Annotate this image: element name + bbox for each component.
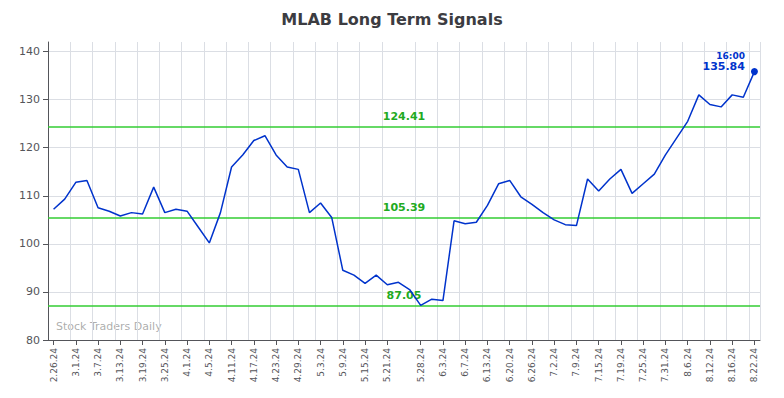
svg-text:16:00: 16:00 xyxy=(716,51,745,62)
svg-text:8.6.24: 8.6.24 xyxy=(683,348,693,377)
svg-text:3.25.24: 3.25.24 xyxy=(160,348,170,383)
svg-text:MLAB Long Term Signals: MLAB Long Term Signals xyxy=(281,10,502,29)
svg-text:7.15.24: 7.15.24 xyxy=(594,348,604,383)
svg-text:5.28.24: 5.28.24 xyxy=(416,348,426,383)
svg-text:3.19.24: 3.19.24 xyxy=(138,348,148,383)
svg-text:7.19.24: 7.19.24 xyxy=(616,348,626,383)
svg-text:4.11.24: 4.11.24 xyxy=(227,348,237,383)
svg-text:3.7.24: 3.7.24 xyxy=(93,348,103,377)
svg-text:5.21.24: 5.21.24 xyxy=(382,348,392,383)
svg-text:7.25.24: 7.25.24 xyxy=(638,348,648,383)
svg-text:7.31.24: 7.31.24 xyxy=(660,348,670,383)
svg-text:80: 80 xyxy=(26,334,40,347)
svg-text:110: 110 xyxy=(19,189,40,202)
svg-text:7.9.24: 7.9.24 xyxy=(571,348,581,377)
svg-text:5.3.24: 5.3.24 xyxy=(316,348,326,377)
svg-text:4.5.24: 4.5.24 xyxy=(204,348,214,377)
svg-text:135.84: 135.84 xyxy=(702,60,745,73)
svg-text:4.1.24: 4.1.24 xyxy=(182,348,192,377)
svg-text:87.05: 87.05 xyxy=(386,289,422,303)
svg-text:105.39: 105.39 xyxy=(383,201,425,214)
svg-text:5.9.24: 5.9.24 xyxy=(338,348,348,377)
svg-text:4.29.24: 4.29.24 xyxy=(293,348,303,383)
svg-text:3.13.24: 3.13.24 xyxy=(115,348,125,383)
svg-text:4.23.24: 4.23.24 xyxy=(271,348,281,383)
svg-text:Stock Traders Daily: Stock Traders Daily xyxy=(56,320,162,333)
svg-text:6.7.24: 6.7.24 xyxy=(460,348,470,377)
svg-text:6.13.24: 6.13.24 xyxy=(482,348,492,383)
svg-text:6.3.24: 6.3.24 xyxy=(438,348,448,377)
svg-text:90: 90 xyxy=(26,285,40,298)
svg-text:6.20.24: 6.20.24 xyxy=(505,348,515,383)
svg-text:124.41: 124.41 xyxy=(383,110,425,123)
svg-text:4.17.24: 4.17.24 xyxy=(249,348,259,383)
svg-text:8.22.24: 8.22.24 xyxy=(749,348,759,383)
svg-text:2.26.24: 2.26.24 xyxy=(49,348,59,383)
svg-text:140: 140 xyxy=(19,45,40,58)
svg-text:100: 100 xyxy=(19,237,40,250)
svg-text:8.12.24: 8.12.24 xyxy=(705,348,715,383)
svg-text:120: 120 xyxy=(19,141,40,154)
svg-text:7.2.24: 7.2.24 xyxy=(549,348,559,377)
svg-text:3.1.24: 3.1.24 xyxy=(71,348,81,377)
svg-text:6.26.24: 6.26.24 xyxy=(527,348,537,383)
svg-text:130: 130 xyxy=(19,93,40,106)
svg-text:8.16.24: 8.16.24 xyxy=(727,348,737,383)
svg-text:5.15.24: 5.15.24 xyxy=(360,348,370,383)
